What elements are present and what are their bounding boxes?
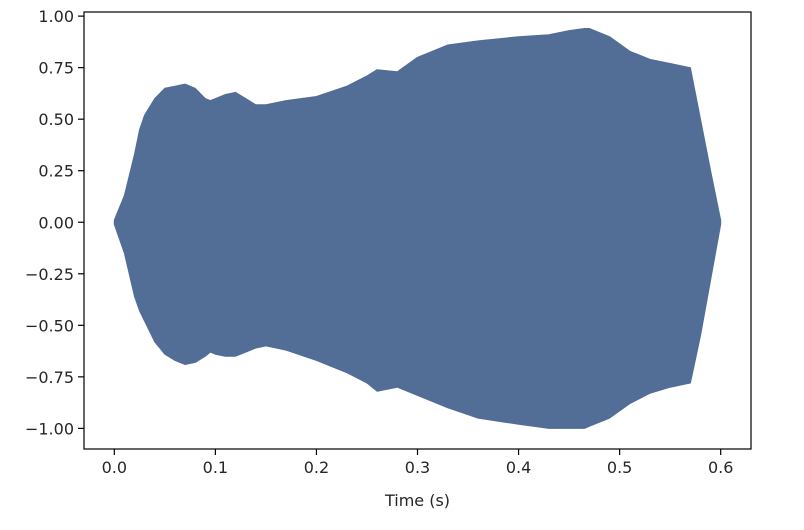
x-tick-label: 0.4: [506, 458, 531, 477]
y-tick-label: −1.00: [25, 419, 74, 438]
y-tick-label: 1.00: [38, 7, 74, 26]
waveform-series-0: [113, 28, 722, 429]
x-tick-label: 0.6: [708, 458, 733, 477]
y-tick-label: −0.25: [25, 265, 74, 284]
y-tick-label: 0.25: [38, 162, 74, 181]
axis-ticks: 0.0 0.1 0.2 0.3 0.4 0.5 0.6 1.00 0.75 0.50 0.25 0.0…: [25, 7, 733, 477]
y-tick-label: 0.50: [38, 110, 74, 129]
x-tick-label: 0.5: [607, 458, 632, 477]
y-tick-label: −0.50: [25, 316, 74, 335]
y-tick-label: −0.75: [25, 368, 74, 387]
x-axis-label: Time (s): [384, 491, 450, 510]
x-tick-label: 0.1: [203, 458, 228, 477]
x-tick-label: 0.3: [405, 458, 430, 477]
y-tick-label: 0.00: [38, 213, 74, 232]
x-tick-label: 0.2: [304, 458, 329, 477]
y-tick-label: 0.75: [38, 59, 74, 78]
x-tick-label: 0.0: [102, 458, 127, 477]
plot-area: [113, 28, 722, 429]
